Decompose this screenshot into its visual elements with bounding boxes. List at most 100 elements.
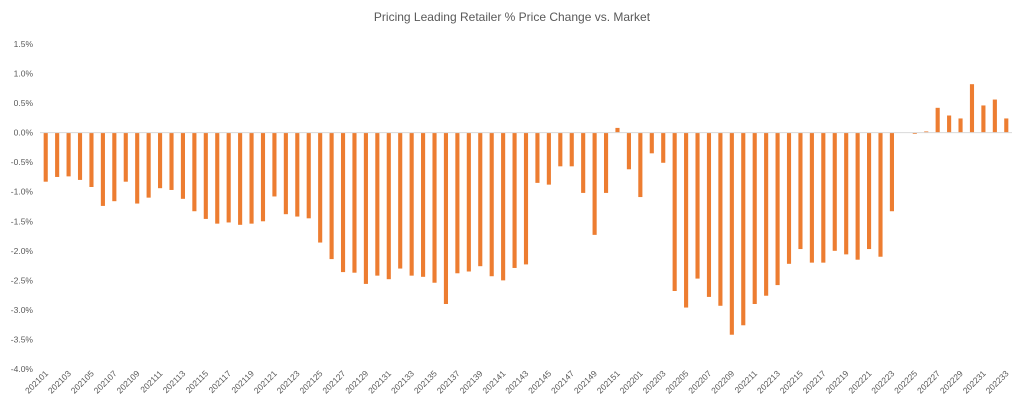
bar-202133 <box>409 132 414 276</box>
bar-202127 <box>340 132 346 273</box>
bar-202102 <box>55 132 60 177</box>
bar-202119 <box>249 132 254 224</box>
bar-202108 <box>123 132 128 182</box>
bar-202212 <box>764 132 769 296</box>
x-tick-label: 202219 <box>823 368 850 395</box>
bar-202110 <box>146 132 151 198</box>
x-tick-label: 202139 <box>458 368 485 395</box>
x-tick-label: 202125 <box>297 368 324 395</box>
bar-202220 <box>855 132 860 260</box>
bar-202218 <box>832 132 837 251</box>
bar-202134 <box>421 132 426 277</box>
bar-202222 <box>878 132 883 257</box>
bar-202208 <box>718 132 723 306</box>
bar-202101 <box>43 132 48 182</box>
bar-202107 <box>112 132 117 202</box>
bar-202141 <box>501 132 506 281</box>
bar-202140 <box>489 132 494 277</box>
bar-202124 <box>306 132 311 219</box>
bar-202145 <box>546 132 551 185</box>
x-tick-label: 202141 <box>480 368 507 395</box>
bar-202115 <box>203 132 208 219</box>
bar-202204 <box>672 132 677 291</box>
bar-202209 <box>729 132 734 335</box>
x-tick-label: 202227 <box>915 368 942 395</box>
bar-202226 <box>924 131 929 133</box>
x-tick-label: 202121 <box>252 368 279 395</box>
y-tick-label: -1.5% <box>11 216 34 226</box>
y-tick-label: 1.5% <box>14 39 34 49</box>
bar-202201 <box>638 132 643 198</box>
bar-202113 <box>180 132 185 199</box>
x-tick-label: 202211 <box>732 368 759 395</box>
x-tick-label: 202103 <box>46 368 73 395</box>
bar-202122 <box>283 132 288 215</box>
bar-202114 <box>192 132 197 212</box>
bar-202223 <box>889 132 894 212</box>
bar-202149 <box>592 132 597 235</box>
x-tick-label: 202115 <box>184 368 211 395</box>
x-tick-label: 202201 <box>618 368 645 395</box>
x-tick-label: 202105 <box>69 368 96 395</box>
chart-title: Pricing Leading Retailer % Price Change … <box>374 10 651 24</box>
bar-202126 <box>329 132 334 260</box>
bar-202228 <box>947 115 952 133</box>
x-tick-label: 202233 <box>984 368 1011 395</box>
y-axis: 1.5% 1.0% 0.5% 0.0% -0.5% -1.0% -1.5% -2.0% -2.5… <box>11 39 34 374</box>
bar-202112 <box>169 132 174 190</box>
bar-202230 <box>969 84 975 133</box>
bar-202148 <box>581 132 586 193</box>
bar-202132 <box>398 132 403 269</box>
x-tick-label: 202123 <box>275 368 302 395</box>
x-tick-label: 202135 <box>412 368 439 395</box>
bar-202214 <box>786 132 792 264</box>
bar-202152 <box>626 132 631 170</box>
x-tick-label: 202205 <box>663 368 690 395</box>
bar-202104 <box>77 132 83 180</box>
bar-202123 <box>295 132 300 217</box>
bar-202203 <box>661 132 666 163</box>
bar-202206 <box>695 132 700 279</box>
x-tick-label: 202217 <box>801 368 828 395</box>
x-tick-label: 202127 <box>320 368 347 395</box>
bar-202144 <box>535 132 540 183</box>
bar-202106 <box>100 132 105 206</box>
bar-202232 <box>992 99 997 133</box>
x-tick-label: 202109 <box>114 368 141 395</box>
bar-202139 <box>478 132 483 267</box>
x-tick-label: 202133 <box>389 368 416 395</box>
x-tick-label: 202231 <box>961 368 988 395</box>
bar-202210 <box>741 132 746 326</box>
bar-202130 <box>375 132 380 276</box>
bar-202217 <box>821 132 826 263</box>
bar-202142 <box>512 132 517 268</box>
bar-202233 <box>1004 118 1009 133</box>
x-tick-label: 202129 <box>343 368 370 395</box>
bar-series <box>43 84 1009 335</box>
y-tick-label: -3.5% <box>11 334 34 344</box>
bar-202146 <box>558 132 563 167</box>
x-tick-label: 202149 <box>572 368 599 395</box>
bar-202121 <box>272 132 277 197</box>
x-axis: 2021012021032021052021072021092021112021… <box>23 368 1011 395</box>
x-tick-label: 202229 <box>938 368 965 395</box>
bar-202105 <box>89 132 94 187</box>
bar-202137 <box>455 132 460 274</box>
x-tick-label: 202151 <box>595 368 622 395</box>
y-tick-label: -1.0% <box>11 187 34 197</box>
bar-202109 <box>135 132 140 204</box>
bar-202120 <box>260 132 266 222</box>
bar-202135 <box>432 132 437 283</box>
x-tick-label: 202203 <box>641 368 668 395</box>
x-tick-label: 202215 <box>778 368 805 395</box>
x-tick-label: 202147 <box>549 368 576 395</box>
bar-202202 <box>649 132 654 154</box>
bar-202231 <box>981 105 986 133</box>
bar-202131 <box>386 132 391 280</box>
bar-202211 <box>752 132 757 304</box>
bar-202225 <box>912 132 917 134</box>
y-tick-label: -2.0% <box>11 246 34 256</box>
bar-202221 <box>867 132 872 250</box>
